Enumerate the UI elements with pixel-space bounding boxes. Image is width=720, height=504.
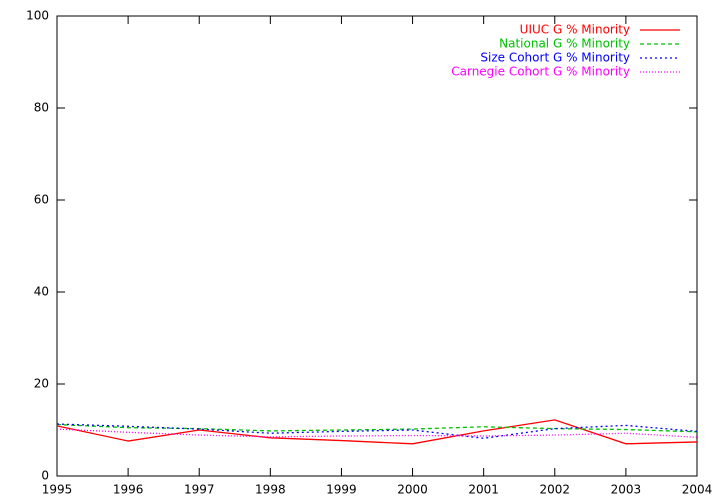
x-tick-label: 1997	[184, 483, 215, 497]
x-tick-label: 2001	[468, 483, 499, 497]
legend-label: National G % Minority	[499, 37, 630, 51]
x-tick-label: 2003	[611, 483, 642, 497]
x-tick-label: 2000	[397, 483, 428, 497]
series-line	[56, 419, 698, 445]
legend-label: UIUC G % Minority	[520, 23, 630, 37]
y-tick-label: 80	[34, 101, 49, 115]
y-tick-label: 20	[34, 377, 49, 391]
x-tick-label: 1996	[113, 483, 144, 497]
x-tick-label: 2004	[682, 483, 713, 497]
series-line	[56, 423, 698, 439]
y-tick-label: 100	[26, 9, 49, 23]
y-tick-label: 40	[34, 285, 49, 299]
legend-label: Carnegie Cohort G % Minority	[451, 65, 630, 79]
x-tick-label: 1999	[326, 483, 357, 497]
x-tick-label: 1995	[42, 483, 73, 497]
legend-label: Size Cohort G % Minority	[480, 51, 630, 65]
y-tick-label: 60	[34, 193, 49, 207]
y-tick-label: 0	[41, 469, 49, 483]
x-tick-label: 1998	[255, 483, 286, 497]
plot-frame	[56, 15, 698, 477]
x-tick-label: 2002	[540, 483, 571, 497]
